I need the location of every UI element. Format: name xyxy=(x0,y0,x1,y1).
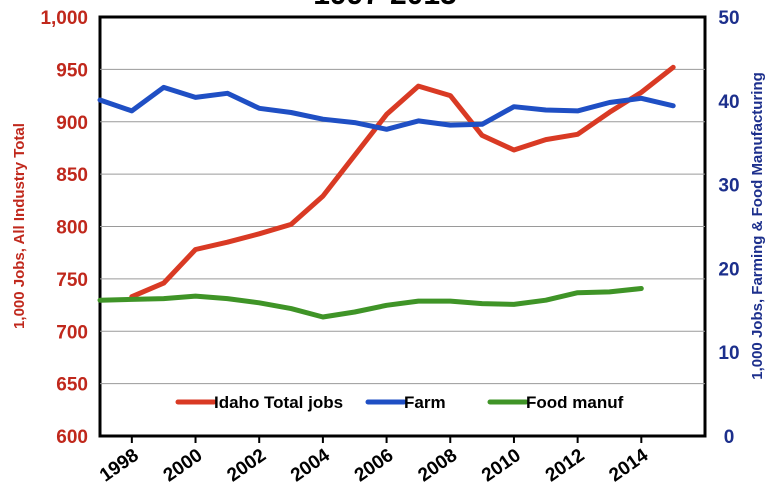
left-tick-label: 1,000 xyxy=(40,8,88,29)
x-tick-label: 2012 xyxy=(542,445,589,486)
right-tick-label: 0 xyxy=(724,427,735,448)
x-tick-label: 2004 xyxy=(287,445,334,487)
series-group xyxy=(97,64,676,320)
left-tick-label: 900 xyxy=(56,113,88,134)
right-tick-label: 50 xyxy=(718,8,739,29)
x-tick-label: 2008 xyxy=(414,445,461,486)
left-tick-label: 650 xyxy=(56,375,88,396)
x-tick-label: 2002 xyxy=(223,445,270,486)
right-tick-label: 20 xyxy=(718,259,739,280)
series-line-food-manuf xyxy=(97,286,644,320)
right-axis-title: 1,000 Jobs, Farming & Food Manufacturing xyxy=(749,72,766,380)
x-tick-label: 2000 xyxy=(160,445,207,486)
legend-label-food-manuf: Food manuf xyxy=(526,393,624,412)
legend-label-farm: Farm xyxy=(404,393,446,412)
left-tick-label: 950 xyxy=(56,60,88,81)
left-tick-label: 850 xyxy=(56,165,88,186)
left-tick-label: 700 xyxy=(56,322,88,343)
x-tick-label: 2010 xyxy=(478,445,525,486)
chart-title: 1997-2015 xyxy=(313,0,456,11)
legend-label-idaho-total-jobs: Idaho Total jobs xyxy=(214,393,343,412)
right-tick-label: 40 xyxy=(718,92,739,113)
left-tick-label: 600 xyxy=(56,427,88,448)
gridlines xyxy=(100,68,705,385)
x-axis-ticks: 1998 2000 2002 2004 2006 2008 2010 2012 2014 xyxy=(96,436,653,487)
right-tick-label: 10 xyxy=(718,343,739,364)
right-tick-label: 30 xyxy=(718,176,739,197)
x-tick-label: 1998 xyxy=(96,445,143,486)
left-axis-title: 1,000 Jobs, All Industry Total xyxy=(11,123,28,329)
left-tick-label: 800 xyxy=(56,218,88,239)
x-tick-label: 2006 xyxy=(351,445,398,486)
left-tick-label: 750 xyxy=(56,270,88,291)
series-line-idaho-total-jobs xyxy=(129,64,676,300)
x-tick-label: 2014 xyxy=(606,445,653,487)
right-axis-ticks: 0 10 20 30 40 50 xyxy=(718,8,739,448)
left-axis-ticks: 600 650 700 750 800 850 900 950 1,000 xyxy=(40,8,88,448)
legend: Idaho Total jobs Farm Food manuf xyxy=(175,393,624,412)
series-line-farm xyxy=(97,84,676,132)
